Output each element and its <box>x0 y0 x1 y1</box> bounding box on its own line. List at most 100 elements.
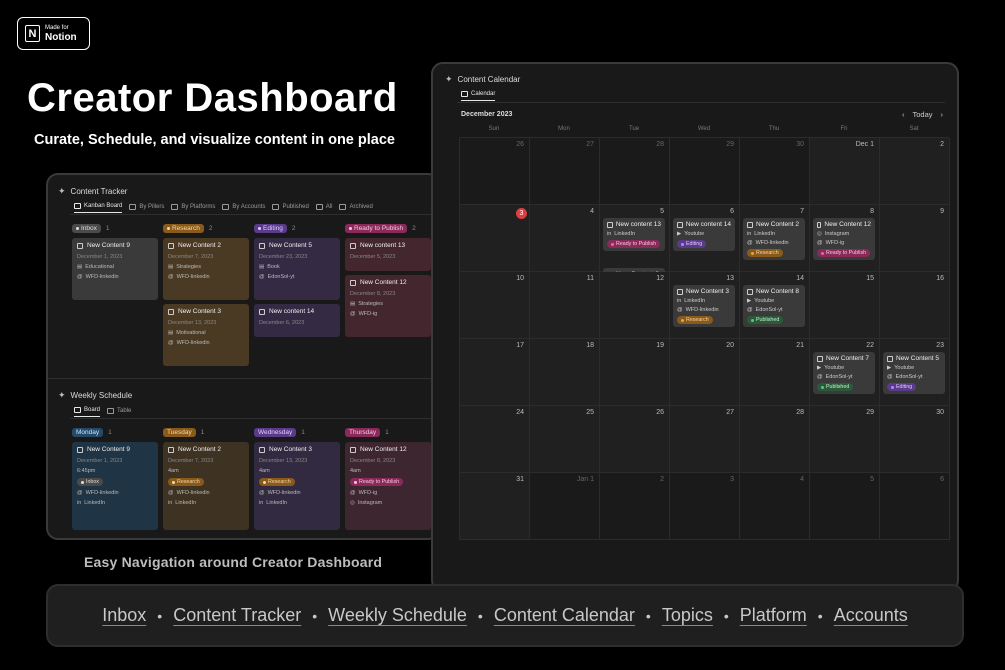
calendar-day-cell[interactable]: 24 <box>460 406 530 473</box>
schedule-card[interactable]: New Content 3 December 13, 2023 4am Researc… <box>254 442 340 530</box>
nav-link-inbox[interactable]: Inbox <box>102 605 147 625</box>
calendar-day-cell[interactable]: 6 New content 14 ▶ Youtube Editing <box>670 205 740 272</box>
schedule-card[interactable]: New Content 9 December 1, 2023 6:45pm Inbox… <box>72 442 158 530</box>
calendar-day-cell[interactable]: 8 New Content 12 ◎ Instagram @ WFD-ig Ready to… <box>810 205 880 272</box>
calendar-day-cell[interactable]: 26 <box>460 138 530 205</box>
calendar-day-cell[interactable]: 19 <box>600 339 670 406</box>
nav-link-content-tracker[interactable]: Content Tracker <box>173 605 302 625</box>
calendar-day-cell[interactable]: 4 <box>530 205 600 272</box>
content-card[interactable]: New Content 9 December 1, 2023 ▤ Educationa… <box>72 238 158 300</box>
calendar-day-cell[interactable]: Dec 1 <box>810 138 880 205</box>
calendar-day-cell[interactable]: 31 <box>460 473 530 540</box>
calendar-day-cell[interactable]: 20 <box>670 339 740 406</box>
at-icon: @ <box>259 274 265 280</box>
tab-by-pillers[interactable]: By Pillers <box>129 203 164 213</box>
calendar-day-cell[interactable]: 25 <box>530 406 600 473</box>
calendar-day-cell[interactable]: 26 <box>600 406 670 473</box>
tab-all[interactable]: All <box>315 203 332 213</box>
made-for-notion-badge: N Made for Notion <box>17 17 90 50</box>
calendar-day-cell[interactable]: 30 <box>880 406 950 473</box>
content-card[interactable]: New content 14 December 6, 2023 <box>254 304 340 337</box>
calendar-day-cell[interactable]: Jan 1 <box>530 473 600 540</box>
calendar-event[interactable]: New Content 8 ▶ Youtube @ EdonSol-yt Publishe… <box>743 285 805 327</box>
calendar-day-cell[interactable]: 22 New Content 7 ▶ Youtube @ EdonSol-yt Publis… <box>810 339 880 406</box>
event-account: @ WFD-ig <box>817 240 871 246</box>
next-month-icon[interactable]: › <box>940 110 944 119</box>
nav-link-platform[interactable]: Platform <box>739 605 807 625</box>
event-title: New content 13 <box>607 221 661 228</box>
calendar-day-cell[interactable]: 6 <box>880 473 950 540</box>
calendar-day-cell[interactable]: 5 <box>810 473 880 540</box>
calendar-day-cell[interactable]: 13 New Content 3 in LinkedIn @ WFD-linkedin Re… <box>670 272 740 339</box>
day-number: 26 <box>656 409 664 416</box>
calendar-event[interactable]: New Content 7 ▶ Youtube @ EdonSol-yt Publishe… <box>813 352 875 394</box>
calendar-day-cell[interactable]: 28 <box>740 406 810 473</box>
calendar-event[interactable]: New content 14 ▶ Youtube Editing <box>673 218 735 251</box>
calendar-event[interactable]: New Content 12 ◎ Instagram @ WFD-ig Ready to … <box>813 218 875 260</box>
calendar-day-cell[interactable]: 21 <box>740 339 810 406</box>
calendar-day-cell[interactable]: 15 <box>810 272 880 339</box>
calendar-day-cell[interactable]: 27 <box>530 138 600 205</box>
tab-by-accounts[interactable]: By Accounts <box>222 203 265 213</box>
content-card[interactable]: New Content 2 December 7, 2023 ▤ Strategies… <box>163 238 249 300</box>
calendar-day-cell[interactable]: 14 New Content 8 ▶ Youtube @ EdonSol-yt Publis… <box>740 272 810 339</box>
tab-archived[interactable]: Archived <box>339 203 373 213</box>
tab-icon <box>74 203 81 209</box>
nav-link-accounts[interactable]: Accounts <box>833 605 908 625</box>
calendar-day-cell[interactable]: 3 <box>670 473 740 540</box>
schedule-card[interactable]: New Content 2 December 7, 2023 4am Research… <box>163 442 249 530</box>
day-number: 6 <box>730 208 734 215</box>
day-number: 6 <box>940 476 944 483</box>
tab-kanban-board[interactable]: Kanban Board <box>74 203 123 213</box>
weekday-label: Wed <box>697 126 711 132</box>
calendar-day-cell[interactable]: 29 <box>810 406 880 473</box>
calendar-day-cell[interactable]: 4 <box>740 473 810 540</box>
tab-board[interactable]: Board <box>74 407 101 417</box>
calendar-day-cell[interactable]: 27 <box>670 406 740 473</box>
today-button[interactable]: Today <box>912 110 933 119</box>
calendar-grid: 26 27 28 29 30 Dec 1 2 3 4 5 New content 13 in Linke… <box>459 137 950 540</box>
calendar-day-cell[interactable]: 12 <box>600 272 670 339</box>
page-icon <box>168 308 174 315</box>
content-card[interactable]: New Content 5 December 23, 2023 ▤ Book @ Edon… <box>254 238 340 300</box>
column-header: Monday 1 <box>72 427 158 437</box>
event-title-text: New content 14 <box>685 221 731 228</box>
tab-table[interactable]: Table <box>107 407 131 417</box>
calendar-day-cell[interactable]: 11 <box>530 272 600 339</box>
content-card[interactable]: New Content 3 December 13, 2023 ▤ Motivatio… <box>163 304 249 366</box>
card-time: 6:45pm <box>77 468 153 474</box>
day-number: Dec 1 <box>855 141 874 148</box>
calendar-day-cell[interactable]: 2 <box>880 138 950 205</box>
calendar-day-cell[interactable]: 16 <box>880 272 950 339</box>
prev-month-icon[interactable]: ‹ <box>901 110 905 119</box>
tab-calendar[interactable]: Calendar <box>461 91 496 101</box>
calendar-day-cell[interactable]: 29 <box>670 138 740 205</box>
calendar-event[interactable]: New Content 5 ▶ Youtube @ EdonSol-yt Editing <box>883 352 945 394</box>
nav-link-content-calendar[interactable]: Content Calendar <box>493 605 635 625</box>
event-account: @ EdonSol-yt <box>887 374 941 380</box>
calendar-day-cell[interactable]: 18 <box>530 339 600 406</box>
divider <box>70 214 438 215</box>
tab-by-platforms[interactable]: By Platforms <box>171 203 215 213</box>
nav-link-weekly-schedule[interactable]: Weekly Schedule <box>328 605 467 625</box>
content-card[interactable]: New content 13 December 5, 2023 <box>345 238 431 271</box>
calendar-day-cell[interactable]: 30 <box>740 138 810 205</box>
calendar-day-cell[interactable]: 23 New Content 5 ▶ Youtube @ EdonSol-yt Editin… <box>880 339 950 406</box>
day-number: 11 <box>586 275 594 282</box>
calendar-day-cell[interactable]: 28 <box>600 138 670 205</box>
calendar-day-cell[interactable]: 17 <box>460 339 530 406</box>
calendar-event[interactable]: New Content 2 in LinkedIn @ WFD-linkedin Rese… <box>743 218 805 260</box>
day-number: 30 <box>936 409 944 416</box>
calendar-day-cell[interactable]: 10 <box>460 272 530 339</box>
content-card[interactable]: New Content 12 December 8, 2023 ▤ Strategie… <box>345 275 431 337</box>
calendar-day-cell[interactable]: 9 <box>880 205 950 272</box>
calendar-event[interactable]: New Content 3 in LinkedIn @ WFD-linkedin Rese… <box>673 285 735 327</box>
calendar-day-cell[interactable]: 3 <box>460 205 530 272</box>
calendar-day-cell[interactable]: 5 New content 13 in LinkedIn Ready to Publis… <box>600 205 670 310</box>
calendar-day-cell[interactable]: 7 New Content 2 in LinkedIn @ WFD-linkedin Res… <box>740 205 810 272</box>
tab-published[interactable]: Published <box>272 203 309 213</box>
calendar-event[interactable]: New content 13 in LinkedIn Ready to Publish <box>603 218 665 251</box>
calendar-day-cell[interactable]: 2 <box>600 473 670 540</box>
nav-link-topics[interactable]: Topics <box>661 605 713 625</box>
schedule-card[interactable]: New Content 12 December 8, 2023 4am Ready t… <box>345 442 431 530</box>
